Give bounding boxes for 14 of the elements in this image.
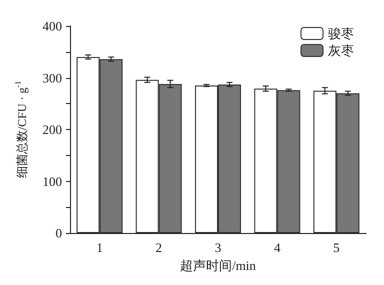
legend-label: 灰枣 [328,43,354,58]
x-tick-label: 1 [96,240,103,255]
y-tick-label: 400 [42,18,62,34]
y-tick-label: 200 [42,122,62,137]
x-tick-label: 5 [333,240,340,255]
x-axis-title: 超声时间/min [180,258,256,273]
y-tick-label: 300 [42,70,62,86]
y-tick-label: 0 [56,226,62,240]
x-tick-label: 3 [214,240,222,255]
x-tick-label: 4 [274,240,281,255]
x-tick-label: 2 [156,240,162,255]
y-axis-title: 细菌总数/CFU · g-1 [14,80,29,178]
y-tick-label: 100 [42,174,62,189]
legend-label: 骏枣 [328,26,354,41]
